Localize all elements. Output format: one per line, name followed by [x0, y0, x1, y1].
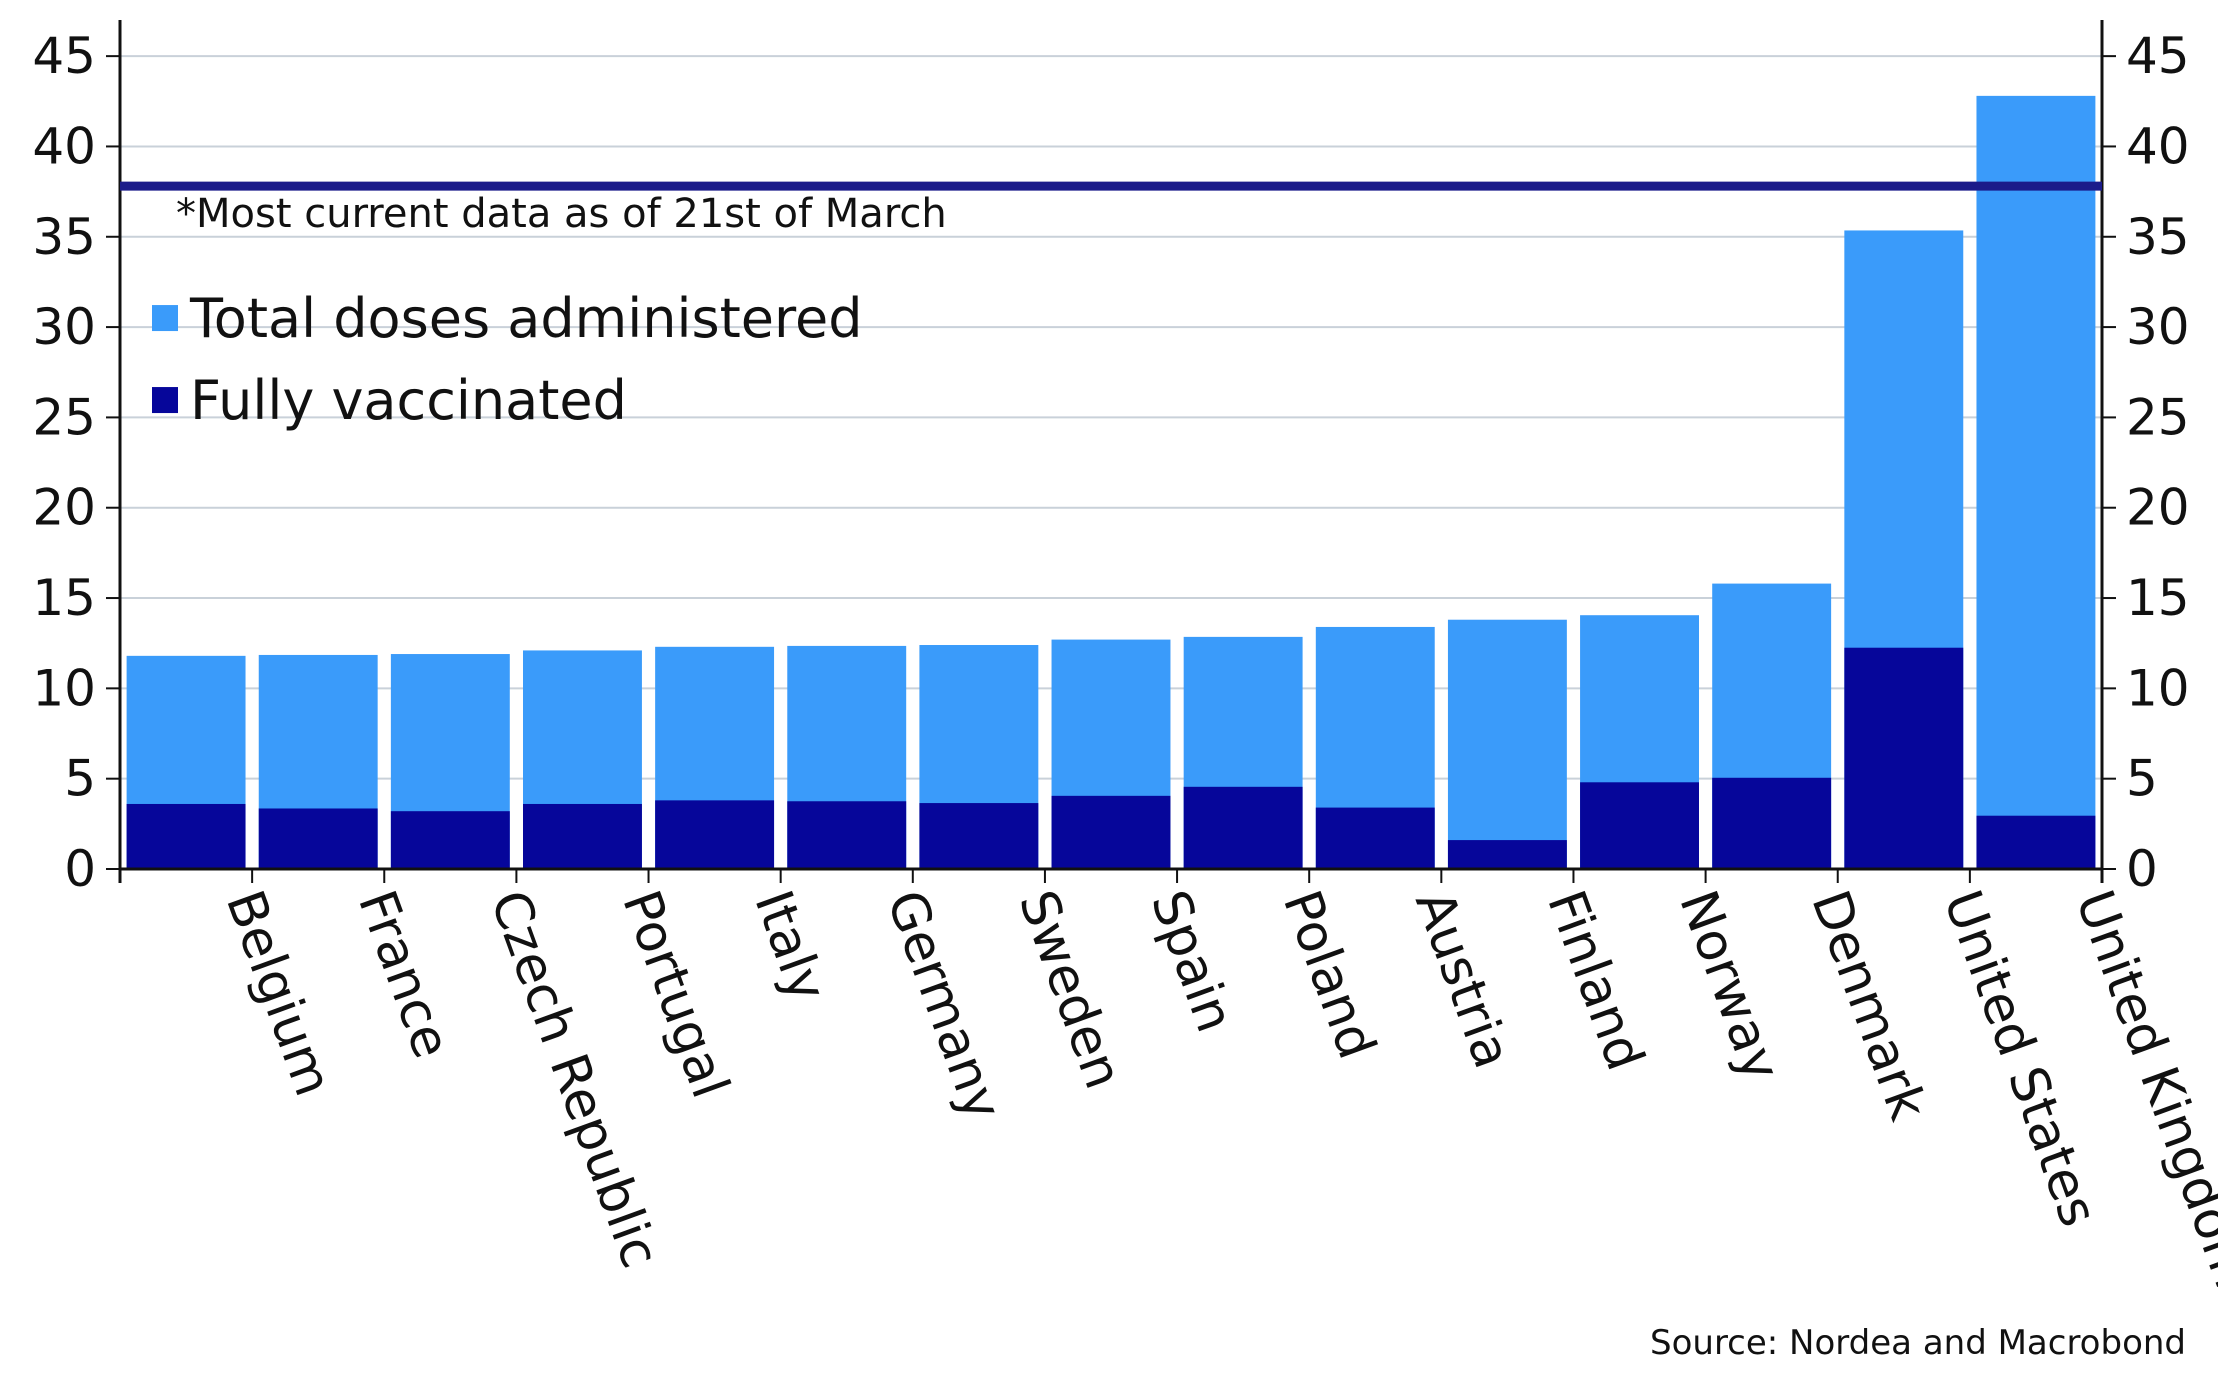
- axes: [106, 20, 2116, 883]
- bar-fully-vaccinated-poland: [1183, 786, 1303, 869]
- right-y-tick-label: 15: [2126, 569, 2190, 627]
- x-category-label: Finland: [1535, 883, 1655, 1078]
- bar-fully-vaccinated-italy: [655, 800, 775, 869]
- bar-fully-vaccinated-united-kingdom: [1976, 815, 2096, 869]
- legend-swatch: [152, 305, 178, 332]
- right-y-tick-label: 0: [2126, 840, 2158, 898]
- right-y-tick-label: 5: [2126, 750, 2158, 808]
- left-y-tick-label: 0: [64, 840, 96, 898]
- right-y-tick-label: 40: [2126, 117, 2190, 175]
- x-category-label: Norway: [1667, 883, 1791, 1089]
- right-y-tick-label: 35: [2126, 208, 2190, 266]
- right-y-tick-label: 25: [2126, 388, 2190, 446]
- source-note: Source: Nordea and Macrobond: [1650, 1323, 2186, 1363]
- right-y-tick-label: 30: [2126, 298, 2190, 356]
- bar-fully-vaccinated-denmark: [1712, 777, 1832, 869]
- right-y-tick-label: 10: [2126, 659, 2190, 717]
- bar-fully-vaccinated-united-states: [1844, 647, 1964, 869]
- x-category-label: Belgium: [214, 883, 343, 1104]
- bar-total-doses-united-kingdom: [1976, 95, 2096, 869]
- bar-fully-vaccinated-portugal: [523, 803, 642, 869]
- tick-labels: 0 0 5 5 10 10 15 15 20 20 25 25 30 30 35 35 40 40 45 45: [32, 27, 2189, 898]
- x-category-label: Italy: [742, 883, 837, 1010]
- x-category-label: Denmark: [1799, 883, 1937, 1128]
- left-y-tick-label: 5: [64, 750, 96, 808]
- legend-label: Fully vaccinated: [190, 369, 627, 432]
- right-y-tick-label: 20: [2126, 479, 2190, 537]
- left-y-tick-label: 20: [32, 479, 96, 537]
- left-y-tick-label: 25: [32, 388, 96, 446]
- x-category-label: France: [346, 883, 462, 1066]
- bars: [126, 95, 2096, 870]
- left-y-tick-label: 45: [32, 27, 96, 85]
- annotation-note: *Most current data as of 21st of March: [176, 191, 947, 237]
- x-category-label: Austria: [1403, 883, 1522, 1076]
- right-y-tick-label: 45: [2126, 27, 2190, 85]
- x-category-label: Sweden: [1007, 883, 1134, 1097]
- bar-fully-vaccinated-sweden: [919, 803, 1039, 869]
- bar-total-doses-finland: [1447, 619, 1567, 869]
- legend: Total doses administered Fully vaccinated: [152, 287, 863, 432]
- bar-fully-vaccinated-norway: [1580, 782, 1699, 869]
- x-category-label: Poland: [1271, 883, 1387, 1067]
- left-y-tick-label: 10: [32, 659, 96, 717]
- x-category-label: Germany: [875, 883, 1013, 1128]
- left-y-tick-label: 40: [32, 117, 96, 175]
- bar-fully-vaccinated-germany: [787, 801, 907, 869]
- legend-label: Total doses administered: [189, 287, 863, 350]
- bar-fully-vaccinated-finland: [1447, 840, 1567, 869]
- x-category-label: United Kingdom: [2064, 883, 2218, 1296]
- x-category-label: Spain: [1139, 883, 1245, 1040]
- left-y-tick-label: 15: [32, 569, 96, 627]
- bar-fully-vaccinated-austria: [1315, 807, 1435, 869]
- x-category-label: Portugal: [610, 883, 740, 1106]
- bar-fully-vaccinated-france: [258, 808, 378, 869]
- legend-swatch: [152, 387, 178, 414]
- left-y-tick-label: 30: [32, 298, 96, 356]
- bar-fully-vaccinated-czech-republic: [390, 811, 510, 869]
- bar-fully-vaccinated-spain: [1051, 795, 1171, 869]
- left-y-tick-label: 35: [32, 208, 96, 266]
- bar-fully-vaccinated-belgium: [126, 803, 246, 869]
